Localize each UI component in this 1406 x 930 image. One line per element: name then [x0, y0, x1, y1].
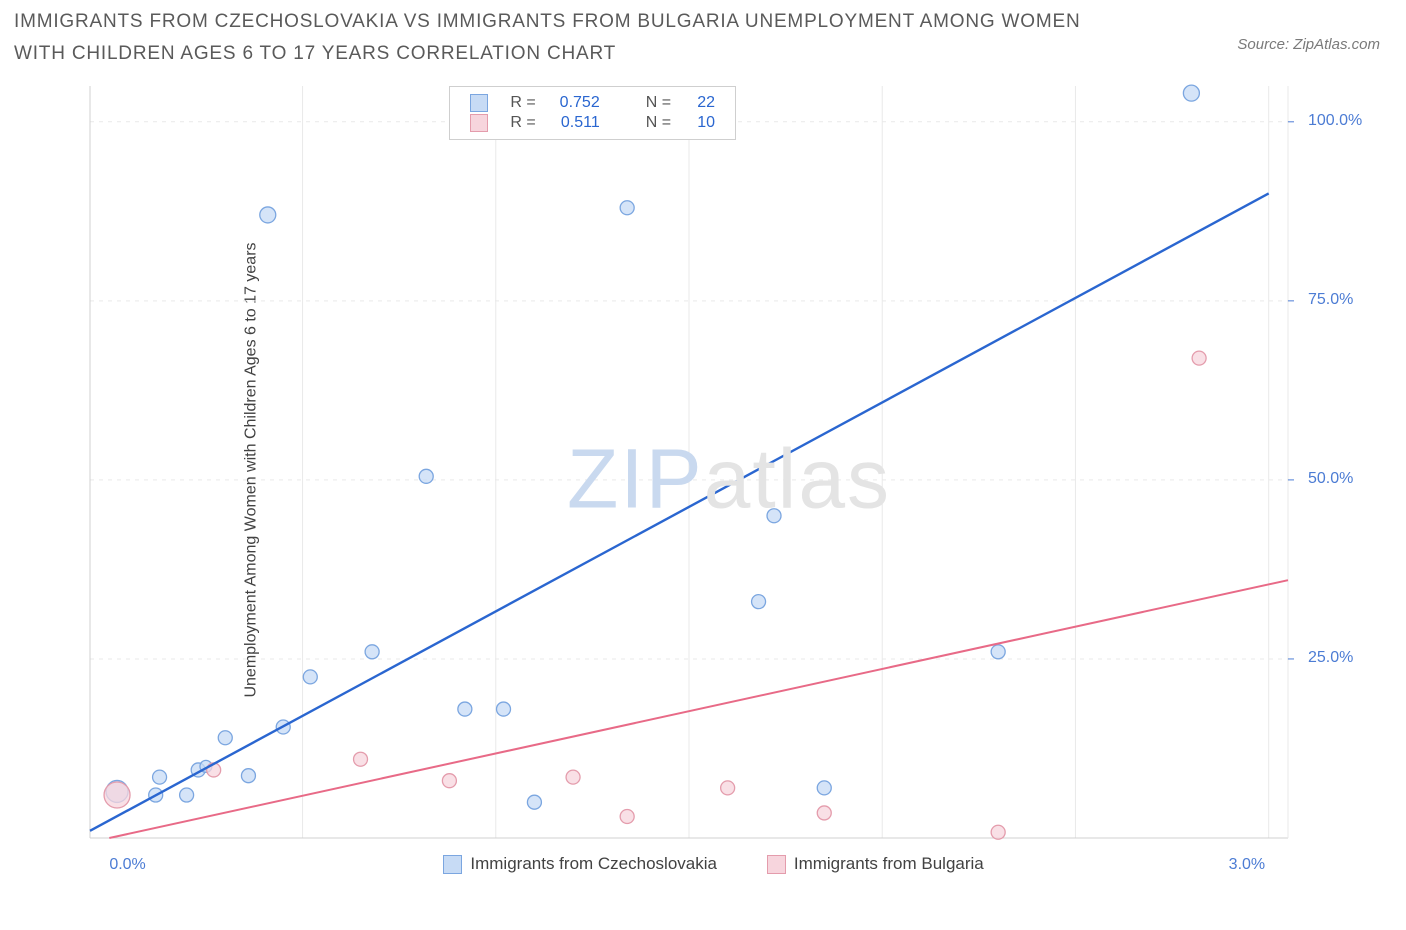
- data-point: [817, 781, 831, 795]
- stats-legend: R =0.752N =22R =0.511N =10: [449, 86, 736, 140]
- data-point: [241, 769, 255, 783]
- data-point: [497, 702, 511, 716]
- x-tick-label: 0.0%: [109, 856, 145, 874]
- data-point: [620, 201, 634, 215]
- data-point: [1183, 85, 1199, 101]
- source-value: ZipAtlas.com: [1293, 36, 1380, 53]
- legend-item: Immigrants from Bulgaria: [767, 854, 984, 874]
- y-tick-label: 50.0%: [1308, 470, 1353, 488]
- data-point: [991, 645, 1005, 659]
- data-point: [354, 752, 368, 766]
- y-tick-label: 75.0%: [1308, 291, 1353, 309]
- data-point: [752, 595, 766, 609]
- legend-item: Immigrants from Czechoslovakia: [443, 854, 717, 874]
- data-point: [218, 731, 232, 745]
- data-point: [991, 825, 1005, 839]
- source-credit: Source: ZipAtlas.com: [1237, 36, 1380, 53]
- trend-line: [90, 193, 1269, 830]
- data-point: [442, 774, 456, 788]
- data-point: [527, 795, 541, 809]
- data-point: [767, 509, 781, 523]
- chart-title: IMMIGRANTS FROM CZECHOSLOVAKIA VS IMMIGR…: [14, 6, 1104, 70]
- data-point: [620, 810, 634, 824]
- data-point: [817, 806, 831, 820]
- data-point: [1192, 351, 1206, 365]
- x-tick-label: 3.0%: [1229, 856, 1265, 874]
- data-point: [365, 645, 379, 659]
- trend-line: [109, 580, 1288, 838]
- data-point: [566, 770, 580, 784]
- data-point: [419, 469, 433, 483]
- data-point: [303, 670, 317, 684]
- data-point: [104, 782, 130, 808]
- y-tick-label: 25.0%: [1308, 649, 1353, 667]
- data-point: [458, 702, 472, 716]
- data-point: [260, 207, 276, 223]
- source-label: Source:: [1237, 36, 1289, 53]
- data-point: [153, 770, 167, 784]
- y-tick-label: 100.0%: [1308, 112, 1362, 130]
- data-point: [180, 788, 194, 802]
- plot-area: ZIPatlas R =0.752N =22R =0.511N =10: [84, 84, 1374, 874]
- chart-svg: [84, 84, 1374, 874]
- data-point: [721, 781, 735, 795]
